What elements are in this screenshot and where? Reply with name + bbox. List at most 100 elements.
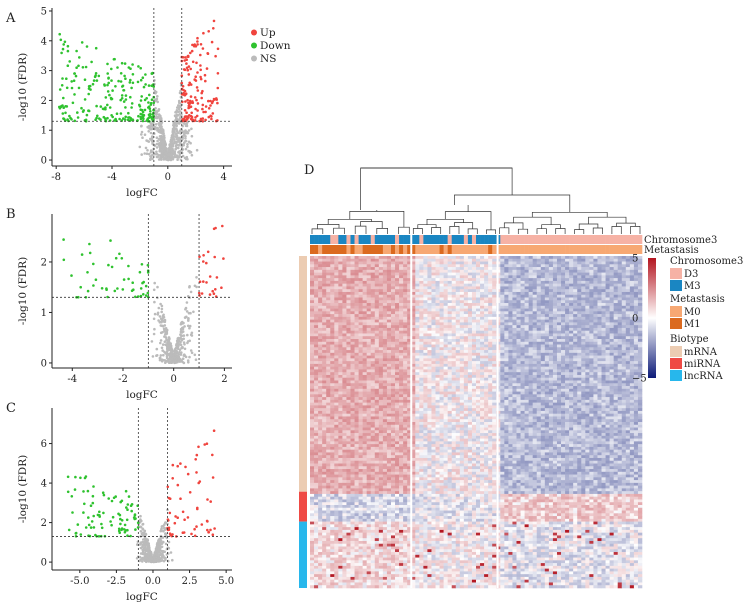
heatmap-cell <box>520 291 525 296</box>
heatmap-cell <box>532 278 538 282</box>
heatmap-cell <box>621 272 627 276</box>
heatmap-cell <box>378 333 384 337</box>
point-down <box>58 88 62 91</box>
heatmap-cell <box>346 283 351 287</box>
heatmap-cell <box>500 278 505 282</box>
heatmap-cell <box>370 278 376 282</box>
heatmap-cell <box>585 280 590 284</box>
heatmap-cell <box>605 269 610 273</box>
heatmap-cell <box>395 275 400 279</box>
heatmap-cell <box>476 327 481 331</box>
point-down <box>86 489 90 493</box>
point-ns <box>172 124 175 127</box>
heatmap-cell <box>561 258 566 262</box>
heatmap-cell <box>370 283 376 287</box>
heatmap-cell <box>609 269 614 273</box>
heatmap-cell <box>463 283 469 287</box>
heatmap-cell <box>524 283 529 287</box>
heatmap-cell <box>581 297 586 301</box>
heatmap-cell <box>467 300 473 304</box>
point-ns <box>143 548 146 552</box>
annotation-cell-metastasis <box>338 245 343 254</box>
heatmap-cell <box>500 286 505 290</box>
heatmap-cell <box>613 267 619 271</box>
heatmap-cell <box>342 339 347 343</box>
heatmap-cell <box>621 305 627 309</box>
heatmap-cell <box>471 278 477 282</box>
heatmap-cell <box>374 308 380 312</box>
point-ns <box>189 290 193 294</box>
heatmap-cell <box>613 316 619 320</box>
heatmap-cell <box>597 297 602 301</box>
heatmap-cell <box>540 316 546 320</box>
heatmap-cell <box>423 341 428 345</box>
heatmap-cell <box>334 311 339 315</box>
heatmap-cell <box>386 275 392 279</box>
heatmap-cell <box>480 316 485 320</box>
annotation-cell-chromosome3 <box>334 235 339 244</box>
heatmap-cell <box>419 339 424 343</box>
heatmap-cell <box>419 280 424 284</box>
point-up <box>171 477 174 480</box>
annotation-cell-chromosome3 <box>613 235 619 244</box>
point-ns <box>170 134 174 137</box>
heatmap-cell <box>366 264 372 268</box>
point-up <box>189 67 192 71</box>
point-up <box>221 224 224 228</box>
heatmap-cell <box>621 294 627 298</box>
heatmap-cell <box>382 258 388 262</box>
heatmap-cell <box>322 280 327 284</box>
heatmap-cell <box>484 305 489 309</box>
heatmap-cell <box>322 303 327 307</box>
heatmap-cell <box>463 278 469 282</box>
point-down <box>95 79 99 82</box>
heatmap-cell <box>435 325 440 329</box>
heatmap-cell <box>439 308 444 312</box>
heatmap-cell <box>508 311 513 315</box>
heatmap-cell <box>439 258 444 262</box>
heatmap-cell <box>342 303 347 307</box>
point-ns <box>167 157 171 161</box>
point-down <box>106 62 109 66</box>
heatmap-cell <box>443 314 448 318</box>
heatmap-cell <box>605 286 610 290</box>
heatmap-cell <box>403 314 408 318</box>
point-ns <box>170 149 173 153</box>
heatmap-cell <box>423 316 428 320</box>
heatmap-cell <box>585 286 590 290</box>
heatmap-cell <box>613 294 619 298</box>
heatmap-cell <box>484 314 489 318</box>
heatmap-cell <box>366 327 372 331</box>
heatmap-cell <box>310 289 315 293</box>
heatmap-cell <box>637 319 643 323</box>
point-ns <box>141 523 144 526</box>
point-down <box>75 66 78 69</box>
heatmap-cell <box>342 336 347 340</box>
heatmap-cell <box>451 316 457 320</box>
heatmap-cell <box>423 297 428 301</box>
heatmap-cell <box>480 333 485 337</box>
heatmap-cell <box>565 267 570 271</box>
point-ns <box>155 354 158 358</box>
heatmap-cell <box>597 264 602 268</box>
heatmap-cell <box>374 339 380 343</box>
heatmap-cell <box>556 278 562 282</box>
heatmap-cell <box>593 305 598 309</box>
heatmap-cell <box>382 305 388 309</box>
heatmap-cell <box>443 311 448 315</box>
heatmap-cell <box>431 322 436 326</box>
heatmap-cell <box>431 316 436 320</box>
heatmap-cell <box>613 311 619 315</box>
heatmap-cell <box>447 333 453 337</box>
heatmap-cell <box>597 303 602 307</box>
annotation-cell-chromosome3 <box>382 235 388 244</box>
heatmap-cell <box>330 322 335 326</box>
heatmap-cell <box>378 325 384 329</box>
heatmap-cell <box>516 297 521 301</box>
annotation-cell-metastasis <box>354 245 359 254</box>
heatmap-cell <box>403 269 408 273</box>
point-ns <box>159 341 162 345</box>
heatmap-cell <box>589 261 594 265</box>
heatmap-cell <box>427 314 432 318</box>
point-down <box>139 78 143 82</box>
